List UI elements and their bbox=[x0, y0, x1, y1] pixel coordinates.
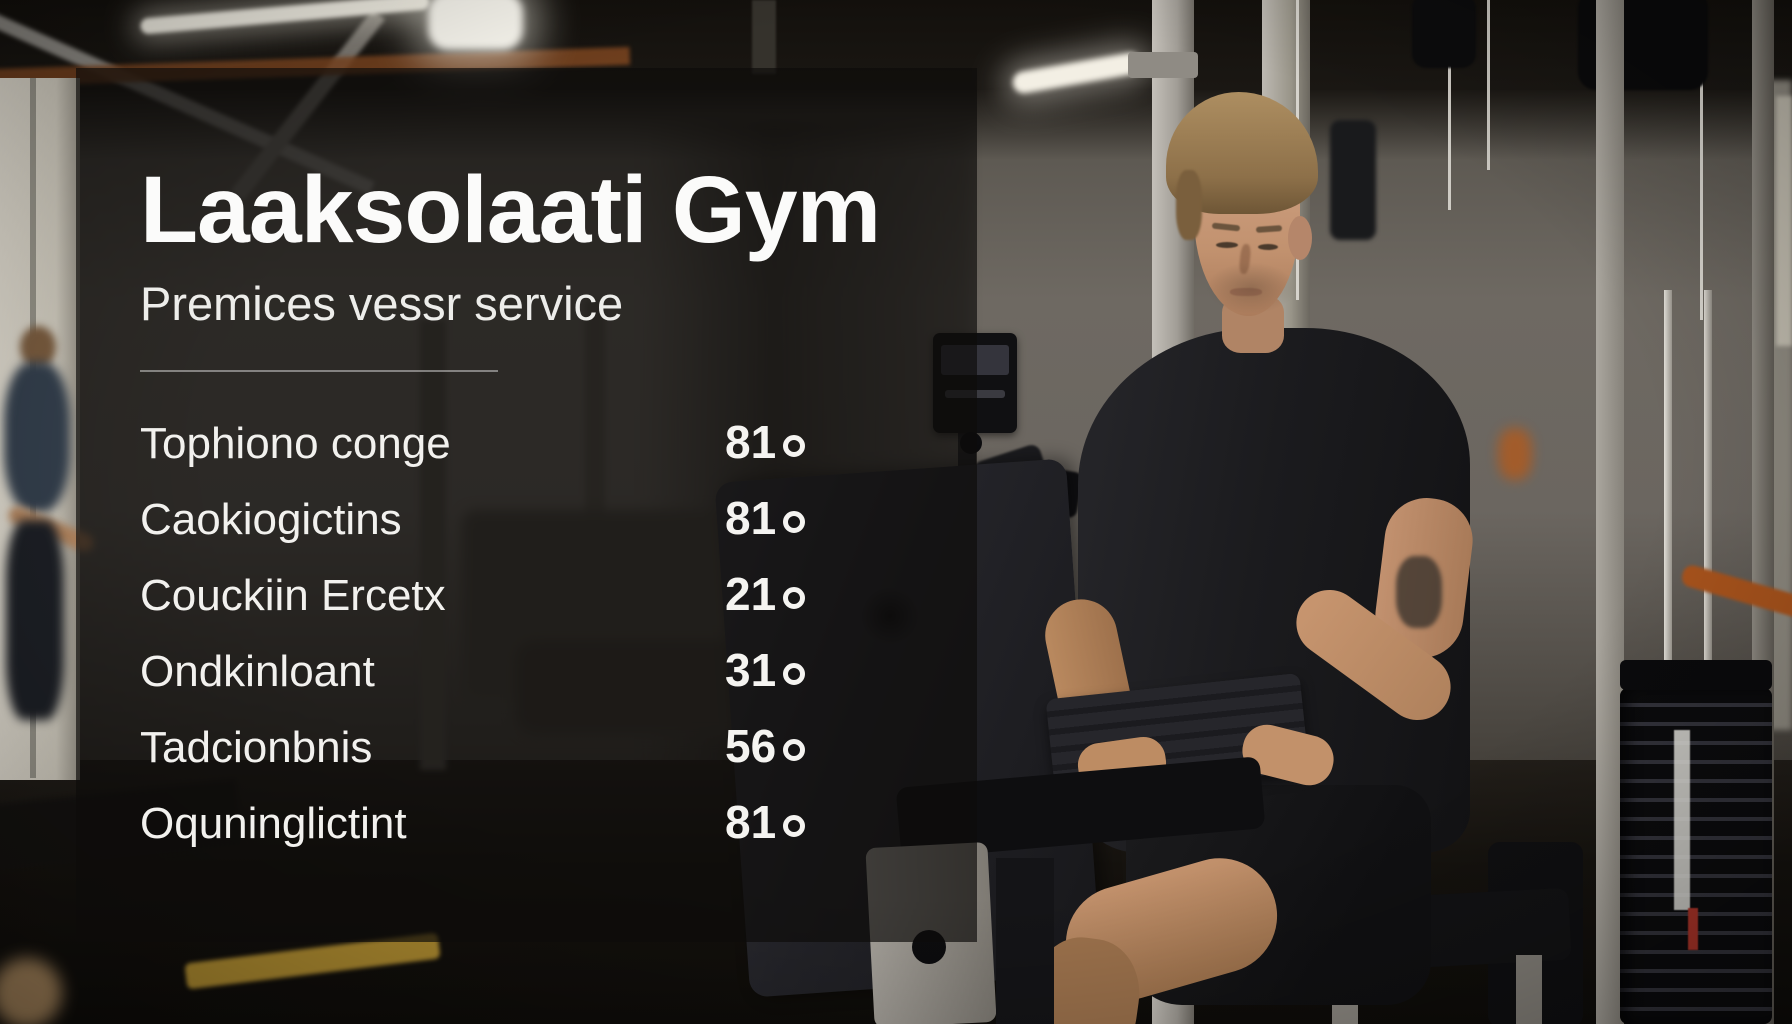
menu-item: Caokiogictins 81 bbox=[140, 480, 913, 556]
menu-item-price: 56 bbox=[725, 708, 806, 796]
man-tattoo bbox=[1396, 556, 1442, 628]
menu-item-price: 31 bbox=[725, 632, 806, 720]
price-suffix-circle-icon bbox=[783, 587, 806, 609]
treadmill-person-legs bbox=[6, 520, 64, 720]
guide-rod bbox=[1664, 290, 1672, 700]
menu-item-price-value: 21 bbox=[725, 568, 777, 620]
menu-list: Tophiono conge 81 Caokiogictins 81 Couck… bbox=[140, 404, 913, 860]
menu-item-price: 81 bbox=[725, 480, 806, 568]
menu-item-label: Couckiin Ercetx bbox=[140, 571, 446, 620]
cable-line bbox=[1448, 0, 1451, 210]
price-suffix-circle-icon bbox=[783, 739, 806, 761]
treadmill-person-head bbox=[20, 326, 56, 368]
menu-item-label: Tadcionbnis bbox=[140, 723, 373, 772]
man-eye bbox=[1216, 242, 1238, 248]
floor-person-blur bbox=[0, 958, 62, 1024]
menu-item: Couckiin Ercetx 21 bbox=[140, 556, 913, 632]
orange-person-blur bbox=[1498, 428, 1532, 480]
guide-rod bbox=[1704, 290, 1712, 700]
menu-item-label: Ondkinloant bbox=[140, 647, 375, 696]
ceiling-light bbox=[428, 0, 523, 50]
menu-item-price: 81 bbox=[725, 784, 806, 872]
price-suffix-circle-icon bbox=[783, 663, 806, 685]
man-mouth bbox=[1230, 288, 1262, 296]
menu-item: Oquninglictint 81 bbox=[140, 784, 913, 860]
stand-pole bbox=[996, 858, 1054, 1024]
menu-item-label: Oquninglictint bbox=[140, 799, 407, 848]
menu-item-label: Tophiono conge bbox=[140, 419, 451, 468]
menu-item-label: Caokiogictins bbox=[140, 495, 402, 544]
pulley-block bbox=[1330, 120, 1376, 240]
pulley-block bbox=[1412, 0, 1476, 68]
weight-stack-label bbox=[1674, 730, 1690, 910]
man-ear bbox=[1288, 216, 1312, 260]
menu-item: Tadcionbnis 56 bbox=[140, 708, 913, 784]
man-stubble bbox=[1206, 262, 1296, 314]
price-suffix-circle-icon bbox=[783, 435, 806, 457]
menu-item-price-value: 31 bbox=[725, 644, 777, 696]
cable-machine-frame bbox=[1596, 0, 1624, 1024]
menu-item-price-value: 81 bbox=[725, 492, 777, 544]
menu-item: Ondkinloant 31 bbox=[140, 632, 913, 708]
price-suffix-circle-icon bbox=[783, 815, 806, 837]
weight-stack-pin-red bbox=[1688, 908, 1698, 950]
bench-leg bbox=[1516, 955, 1542, 1024]
menu-item-price: 21 bbox=[725, 556, 806, 644]
rack-bracket bbox=[1128, 52, 1198, 78]
menu-item-price-value: 81 bbox=[725, 796, 777, 848]
price-suffix-circle-icon bbox=[783, 511, 806, 533]
ceiling-pole bbox=[752, 0, 776, 74]
man-eye bbox=[1258, 244, 1278, 250]
menu-item-price: 81 bbox=[725, 404, 806, 492]
cable-line bbox=[1700, 0, 1703, 320]
divider-line bbox=[140, 370, 498, 372]
right-window-light bbox=[1776, 96, 1792, 346]
info-panel: Laaksolaati Gym Premices vessr service T… bbox=[76, 68, 977, 942]
weight-stack-top-plate bbox=[1620, 660, 1772, 690]
menu-item-price-value: 56 bbox=[725, 720, 777, 772]
menu-item: Tophiono conge 81 bbox=[140, 404, 913, 480]
gym-title: Laaksolaati Gym bbox=[140, 157, 881, 263]
menu-item-price-value: 81 bbox=[725, 416, 777, 468]
gym-subtitle: Premices vessr service bbox=[140, 277, 624, 330]
weight-stack bbox=[1620, 688, 1772, 1024]
treadmill-person-torso bbox=[4, 362, 70, 512]
cable-line bbox=[1487, 0, 1490, 170]
man-hair-side bbox=[1176, 170, 1202, 240]
